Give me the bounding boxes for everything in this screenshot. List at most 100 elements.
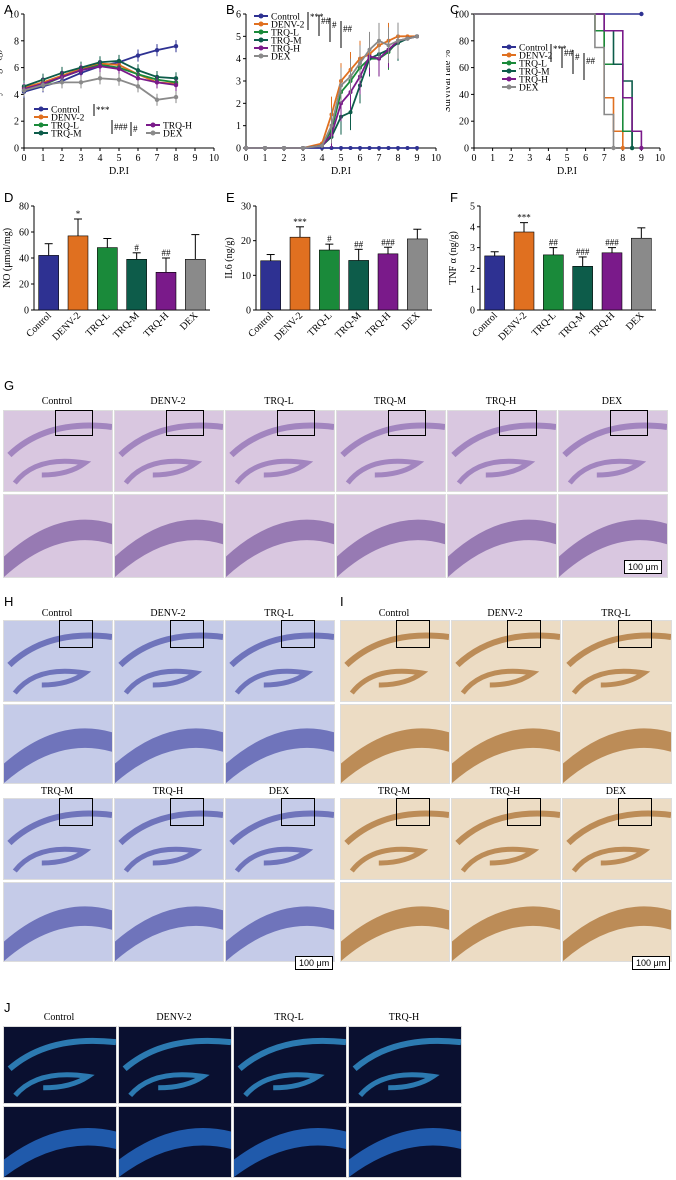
zoom-box: [281, 620, 315, 648]
tissue-texture: [122, 1037, 231, 1098]
data-point: [154, 97, 160, 102]
cell-layer: [226, 906, 334, 961]
significance-mark: ***: [553, 44, 567, 54]
column-label: DEX: [268, 786, 290, 797]
survival-step-line: [474, 13, 643, 148]
cell-layer: [115, 906, 223, 961]
tissue-texture: [337, 519, 445, 577]
tissue-texture: [229, 810, 334, 873]
tissue-texture: [352, 1037, 461, 1098]
tissue-texture: [237, 1037, 346, 1098]
data-point: [348, 146, 353, 150]
y-tick-label: 1: [470, 285, 475, 296]
y-tick-label: 2: [470, 264, 475, 275]
legend-marker: [506, 84, 512, 90]
legend-label: Control: [51, 106, 80, 116]
data-point: [173, 43, 179, 49]
x-tick-label: 1: [490, 153, 495, 164]
bar: [407, 238, 428, 311]
legend-label: DENV-2: [271, 21, 305, 31]
data-point: [405, 36, 410, 41]
bar: [155, 272, 177, 311]
legend-label: TRQ-M: [271, 37, 302, 47]
y-tick-label: 2: [236, 99, 241, 110]
data-point: [329, 123, 334, 128]
if-overview-image: [118, 1026, 232, 1104]
ca-layer: [229, 810, 334, 846]
data-point: [377, 146, 381, 150]
tissue-texture: [7, 422, 112, 485]
legend-label: TRQ-H: [163, 122, 192, 132]
bar: [185, 259, 206, 311]
cell-layer: [452, 728, 560, 783]
legend-marker: [258, 53, 264, 59]
x-tick-label: 10: [209, 153, 219, 164]
significance-mark: ***: [96, 105, 110, 115]
ca-layer: [7, 632, 112, 668]
tissue-texture: [455, 632, 560, 695]
scale-bar-label: 100 μm: [624, 560, 663, 574]
column-label: DEX: [605, 786, 627, 797]
significance-mark: ##: [162, 248, 172, 258]
ihc-zoom-image: [451, 882, 561, 962]
column-label: Control: [43, 1012, 75, 1023]
column-label: DENV-2: [487, 608, 523, 619]
zoom-box: [499, 410, 537, 436]
y-tick-label: 6: [14, 63, 19, 74]
significance-mark: #: [134, 243, 139, 253]
nissl-zoom-image: [114, 704, 224, 784]
data-point: [358, 146, 362, 150]
data-point: [639, 145, 644, 151]
tissue-texture: [234, 1128, 346, 1177]
bar: [631, 237, 652, 311]
x-tick-label: 0: [244, 153, 249, 164]
nissl-overview-image: [3, 798, 113, 880]
y-tick-label: 0: [236, 144, 241, 155]
panel-letter-c: C: [450, 2, 460, 17]
significance-mark: ##: [321, 16, 331, 26]
data-point: [97, 76, 103, 81]
data-point: [386, 146, 391, 150]
significance-mark: ***: [293, 217, 307, 227]
dentate-layer: [567, 458, 647, 485]
ca-layer: [118, 810, 223, 846]
x-tick-label: 3: [79, 153, 84, 164]
column-label: DENV-2: [150, 608, 186, 619]
he-overview-image: [336, 410, 446, 492]
x-tick-label: 8: [396, 153, 401, 164]
data-point: [173, 94, 179, 100]
x-tick-label: 2: [60, 153, 65, 164]
column-label: TRQ-L: [264, 396, 294, 407]
data-point: [173, 82, 179, 88]
dentate-layer: [349, 668, 429, 695]
cell-layer: [4, 519, 112, 577]
data-point: [301, 146, 305, 150]
bar: [484, 255, 505, 311]
x-tick-label: 4: [98, 153, 103, 164]
legend-label: TRQ-M: [51, 130, 82, 140]
panel-letter-b: B: [226, 2, 235, 17]
tissue-texture: [455, 810, 560, 873]
category-label: DENV-2: [50, 310, 83, 343]
legend-marker: [506, 60, 512, 66]
x-tick-label: 0: [472, 153, 477, 164]
dentate-layer: [345, 458, 425, 485]
ihc-overview-image: [451, 620, 561, 702]
zoom-box: [610, 410, 648, 436]
y-tick-label: 80: [19, 202, 29, 213]
y-axis-label: Survival rate %: [446, 50, 453, 112]
dentate-layer: [571, 668, 651, 695]
y-tick-label: 5: [470, 202, 475, 213]
he-zoom-image: [3, 494, 113, 578]
data-point: [367, 146, 372, 150]
data-point: [358, 61, 362, 66]
zoom-box: [396, 620, 430, 648]
ca-layer: [352, 1037, 461, 1072]
data-point: [244, 146, 248, 150]
cell-layer: [234, 1128, 346, 1177]
column-label: TRQ-H: [489, 786, 521, 797]
legend-label: TRQ-L: [271, 29, 299, 39]
cell-layer: [341, 906, 449, 961]
y-tick-label: 4: [236, 54, 241, 65]
